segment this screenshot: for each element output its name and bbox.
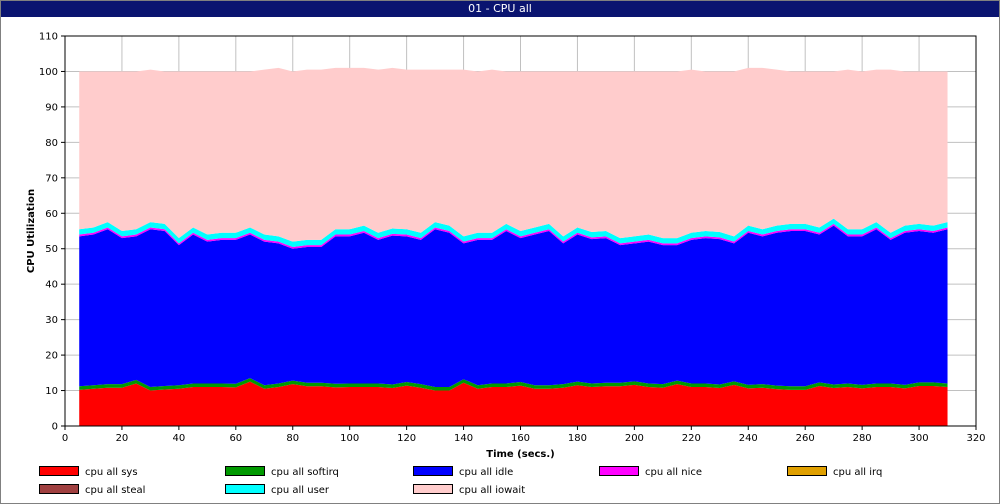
legend-item: cpu all irq: [787, 466, 882, 480]
x-tick-label: 160: [511, 433, 530, 444]
legend-label: cpu all sys: [85, 467, 138, 478]
legend-item: cpu all sys: [39, 466, 138, 480]
x-tick-label: 200: [625, 433, 644, 444]
y-tick-label: 10: [45, 386, 58, 397]
y-tick-label: 100: [39, 67, 58, 78]
legend-label: cpu all irq: [833, 467, 883, 478]
y-tick-label: 90: [45, 102, 58, 113]
x-tick-label: 60: [229, 433, 242, 444]
x-tick-label: 120: [397, 433, 416, 444]
legend-item: cpu all user: [225, 484, 329, 498]
legend-swatch: [39, 484, 79, 494]
legend-label: cpu all iowait: [459, 485, 526, 496]
y-axis-label: CPU Utilization: [26, 189, 37, 273]
legend-swatch: [599, 466, 639, 476]
legend-swatch: [413, 484, 453, 494]
legend: cpu all sys cpu all softirq cpu all idle cp…: [1, 463, 999, 503]
x-tick-label: 320: [966, 433, 985, 444]
legend-item: cpu all steal: [39, 484, 145, 498]
x-tick-label: 240: [739, 433, 758, 444]
chart-title: 01 - CPU all: [1, 1, 999, 17]
y-tick-label: 80: [45, 138, 58, 149]
legend-item: cpu all nice: [599, 466, 702, 480]
y-tick-label: 20: [45, 351, 58, 362]
legend-item: cpu all iowait: [413, 484, 525, 498]
y-tick-label: 70: [45, 173, 58, 184]
legend-swatch: [225, 484, 265, 494]
area-cpu-all-iowait: [79, 67, 948, 242]
y-tick-label: 0: [52, 422, 58, 433]
x-tick-label: 40: [173, 433, 186, 444]
area-cpu-all-softirq: [79, 378, 948, 391]
area-cpu-all-sys: [79, 381, 948, 426]
y-tick-label: 30: [45, 315, 58, 326]
area-cpu-all-user: [79, 218, 948, 247]
legend-swatch: [413, 466, 453, 476]
axes: 0 20 40 60 80 100 120 140 160 180 200 220 240 260 280 3…: [39, 32, 986, 445]
cpu-chart: 0 20 40 60 80 100 120 140 160 180 200 220 240 260 280 3…: [26, 32, 986, 461]
legend-item: cpu all softirq: [225, 466, 339, 480]
x-tick-label: 100: [340, 433, 359, 444]
legend-swatch: [787, 466, 827, 476]
legend-swatch: [39, 466, 79, 476]
legend-item: cpu all idle: [413, 466, 513, 480]
legend-label: cpu all softirq: [271, 467, 339, 478]
x-tick-label: 260: [796, 433, 815, 444]
stacked-areas: [79, 67, 948, 426]
x-tick-label: 300: [910, 433, 929, 444]
x-tick-label: 280: [853, 433, 872, 444]
legend-label: cpu all user: [271, 485, 330, 496]
y-tick-label: 110: [39, 32, 58, 43]
area-cpu-all-idle: [79, 225, 948, 387]
x-tick-label: 20: [116, 433, 129, 444]
y-tick-label: 40: [45, 280, 58, 291]
x-tick-label: 220: [682, 433, 701, 444]
x-tick-label: 0: [62, 433, 68, 444]
legend-swatch: [225, 466, 265, 476]
y-tick-label: 50: [45, 244, 58, 255]
x-tick-label: 80: [286, 433, 299, 444]
x-tick-label: 180: [568, 433, 587, 444]
legend-label: cpu all idle: [459, 467, 514, 478]
x-tick-label: 140: [454, 433, 473, 444]
legend-label: cpu all steal: [85, 485, 146, 496]
legend-label: cpu all nice: [645, 467, 702, 478]
x-axis-label: Time (secs.): [486, 449, 555, 460]
y-tick-label: 60: [45, 209, 58, 220]
